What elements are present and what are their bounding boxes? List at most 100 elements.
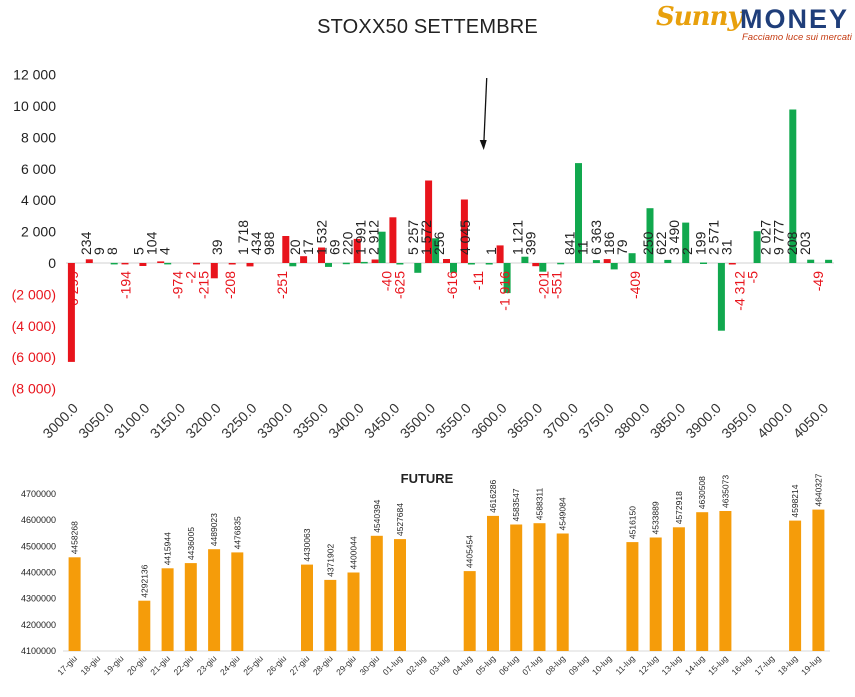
data-label: 31 xyxy=(718,239,734,255)
data-label: 8 xyxy=(104,247,120,255)
put-bar xyxy=(139,263,147,266)
put-bar xyxy=(121,262,129,265)
data-label: -551 xyxy=(549,271,565,299)
data-label: 1 572 xyxy=(418,220,434,255)
future-x-tick-label: 18-giu xyxy=(79,653,103,677)
future-x-tick-label: 01-lug xyxy=(381,653,405,677)
data-label: 1 991 xyxy=(353,220,369,255)
call-bar xyxy=(342,262,350,265)
data-label: 4 xyxy=(157,247,173,255)
annotation-arrow-shaft xyxy=(483,77,488,147)
call-bar xyxy=(717,263,725,331)
data-label: -5 xyxy=(745,271,761,284)
put-bar xyxy=(228,263,236,265)
data-label: 203 xyxy=(797,231,813,255)
call-bar xyxy=(575,163,582,263)
logo-money: MONEY xyxy=(740,4,850,34)
put-bar xyxy=(85,259,93,263)
future-x-tick-label: 12-lug xyxy=(636,653,660,677)
data-label: 6 299 xyxy=(65,271,81,306)
x-tick-label: 3850.0 xyxy=(647,400,689,442)
future-data-label: 4458268 xyxy=(70,521,80,554)
call-bar xyxy=(432,238,440,263)
future-x-tick-label: 23-giu xyxy=(195,653,219,677)
x-tick-label: 3250.0 xyxy=(218,400,260,442)
future-bar xyxy=(812,509,825,651)
future-data-label: 4598214 xyxy=(790,484,800,517)
x-tick-label: 3550.0 xyxy=(432,400,474,442)
y-tick-label: 2 000 xyxy=(21,224,56,240)
put-bar xyxy=(389,217,397,263)
call-bar xyxy=(664,259,672,263)
data-label: 1 532 xyxy=(313,220,329,255)
call-bar xyxy=(825,259,833,263)
put-bar xyxy=(246,263,254,267)
data-label: 104 xyxy=(143,231,159,255)
data-label: 234 xyxy=(78,231,94,255)
x-tick-label: 4000.0 xyxy=(754,400,796,442)
future-title: FUTURE xyxy=(401,471,454,486)
y-tick-label: (8 000) xyxy=(12,381,56,397)
future-data-label: 4549084 xyxy=(558,497,568,530)
call-bar xyxy=(360,261,368,264)
data-label: 9 xyxy=(91,247,107,255)
put-bar xyxy=(300,256,308,263)
future-x-tick-label: 30-giu xyxy=(357,653,381,677)
data-label: 2 912 xyxy=(366,220,382,255)
future-x-tick-label: 03-lug xyxy=(427,653,451,677)
data-label: 5 257 xyxy=(405,220,421,255)
future-y-tick-label: 4100000 xyxy=(21,646,56,656)
data-label: 220 xyxy=(339,231,355,255)
data-label: 988 xyxy=(261,231,277,255)
data-label: -11 xyxy=(470,271,486,290)
future-bar xyxy=(719,511,732,651)
data-label: -201 xyxy=(536,271,552,299)
x-tick-label: 3450.0 xyxy=(361,400,403,442)
open-interest-chart: 12 000 10 000 8 000 6 000 4 000 2 000 0 (2 000)… xyxy=(12,67,834,442)
put-bar xyxy=(460,199,468,263)
logo-sunny: Sunny xyxy=(656,2,743,32)
x-tick-label: 3300.0 xyxy=(254,400,296,442)
put-bar xyxy=(67,263,75,362)
data-label: -616 xyxy=(444,271,460,299)
future-x-tick-label: 21-giu xyxy=(148,653,172,677)
call-bar xyxy=(289,263,297,267)
data-label: 20 xyxy=(287,239,303,255)
future-data-label: 4476835 xyxy=(232,516,242,549)
data-label: -49 xyxy=(810,271,826,291)
future-data-label: 4436005 xyxy=(186,527,196,560)
data-label: -251 xyxy=(274,271,290,299)
future-x-tick-label: 08-lug xyxy=(543,653,567,677)
call-bar xyxy=(485,263,493,265)
future-x-tick-label: 18-lug xyxy=(776,653,800,677)
x-tick-label: 3700.0 xyxy=(540,400,582,442)
future-data-label: 4583547 xyxy=(511,488,521,521)
future-x-tick-label: 26-giu xyxy=(264,653,288,677)
future-x-tick-label: 24-giu xyxy=(218,653,242,677)
future-bar xyxy=(556,533,569,651)
data-label: -974 xyxy=(170,271,186,299)
future-x-tick-label: 19-giu xyxy=(102,653,126,677)
future-data-label: 4292136 xyxy=(139,564,149,597)
future-x-tick-label: 20-giu xyxy=(125,653,149,677)
x-tick-label: 4050.0 xyxy=(790,400,832,442)
sunny-money-logo: Sunny MONEY Facciamo luce sui mercati xyxy=(656,2,852,46)
data-label: 208 xyxy=(784,231,800,255)
future-x-tick-label: 10-lug xyxy=(590,653,614,677)
future-x-tick-label: 14-lug xyxy=(683,653,707,677)
y-tick-label: 6 000 xyxy=(21,161,56,177)
future-data-label: 4540394 xyxy=(372,499,382,532)
future-bar xyxy=(394,539,406,651)
data-label: 9 777 xyxy=(771,220,787,255)
future-data-label: 4415944 xyxy=(163,532,173,565)
future-bar xyxy=(626,542,639,651)
future-bar xyxy=(672,527,685,651)
x-tick-label: 3050.0 xyxy=(75,400,117,442)
future-y-tick-label: 4600000 xyxy=(21,515,56,525)
future-bar xyxy=(231,552,244,651)
future-data-label: 4572918 xyxy=(674,491,684,524)
data-label: 2 571 xyxy=(705,220,721,255)
x-tick-label: 3750.0 xyxy=(575,400,617,442)
put-bar xyxy=(603,259,611,263)
future-x-tick-label: 09-lug xyxy=(567,653,591,677)
